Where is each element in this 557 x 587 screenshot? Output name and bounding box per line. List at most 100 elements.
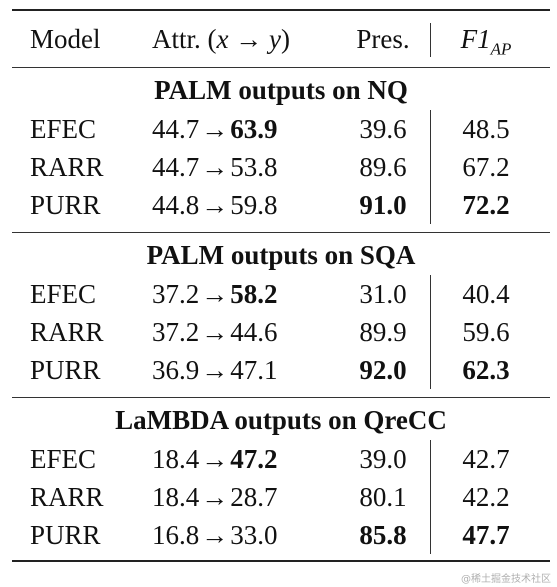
cell-attribution: 44.7→63.9: [152, 110, 278, 148]
cell-attribution: 44.8→59.8: [152, 186, 278, 224]
table-row: EFEC 37.2→58.2 31.0 40.4: [12, 275, 550, 313]
header-f1: F1AP: [444, 11, 528, 77]
table-row: RARR 18.4→28.7 80.1 42.2: [12, 478, 550, 516]
section-rule: [12, 232, 550, 233]
attr-to: 47.1: [230, 355, 277, 385]
attr-to: 28.7: [230, 482, 277, 512]
cell-f1: 48.5: [444, 110, 528, 148]
cell-f1: 42.2: [444, 478, 528, 516]
column-divider: [430, 275, 431, 313]
cell-preservation: 39.0: [352, 440, 414, 478]
header-attr-arrow: →: [235, 24, 262, 54]
cell-f1: 47.7: [444, 516, 528, 554]
header-attr-suffix: ): [281, 24, 290, 54]
table-row: EFEC 18.4→47.2 39.0 42.7: [12, 440, 550, 478]
table-row: EFEC 44.7→63.9 39.6 48.5: [12, 110, 550, 148]
section-rule: [12, 397, 550, 398]
arrow-icon: →: [201, 114, 228, 144]
cell-model: EFEC: [30, 440, 96, 478]
cell-f1: 59.6: [444, 313, 528, 351]
section-title: PALM outputs on SQA: [12, 235, 550, 275]
cell-model: RARR: [30, 313, 104, 351]
cell-f1: 72.2: [444, 186, 528, 224]
cell-preservation: 89.9: [352, 313, 414, 351]
arrow-icon: →: [201, 152, 228, 182]
cell-preservation: 92.0: [352, 351, 414, 389]
header-attr-x: x: [217, 24, 229, 54]
attr-from: 44.7: [152, 152, 199, 182]
attr-from: 36.9: [152, 355, 199, 385]
cell-model: PURR: [30, 351, 101, 389]
cell-preservation: 80.1: [352, 478, 414, 516]
attr-to: 47.2: [230, 444, 277, 474]
arrow-icon: →: [201, 520, 228, 550]
column-divider: [430, 440, 431, 478]
cell-preservation: 91.0: [352, 186, 414, 224]
column-divider: [430, 351, 431, 389]
cell-f1: 42.7: [444, 440, 528, 478]
arrow-icon: →: [201, 317, 228, 347]
cell-attribution: 36.9→47.1: [152, 351, 278, 389]
attr-from: 16.8: [152, 520, 199, 550]
header-f1-sub: AP: [491, 39, 512, 58]
cell-attribution: 18.4→47.2: [152, 440, 278, 478]
results-table: Model Attr. (x → y) Pres. F1AP PALM outp…: [12, 9, 550, 562]
section-title: PALM outputs on NQ: [12, 70, 550, 110]
header-preservation: Pres.: [352, 11, 414, 67]
cell-f1: 62.3: [444, 351, 528, 389]
attr-from: 37.2: [152, 317, 199, 347]
attr-from: 44.8: [152, 190, 199, 220]
arrow-icon: →: [201, 279, 228, 309]
table-header: Model Attr. (x → y) Pres. F1AP: [12, 11, 550, 67]
header-attr-y: y: [269, 24, 281, 54]
cell-model: RARR: [30, 478, 104, 516]
cell-model: EFEC: [30, 110, 96, 148]
header-f1-main: F1: [461, 24, 491, 54]
watermark: @稀土掘金技术社区: [461, 570, 551, 585]
table-row: RARR 44.7→53.8 89.6 67.2: [12, 148, 550, 186]
attr-to: 58.2: [230, 279, 277, 309]
cell-attribution: 44.7→53.8: [152, 148, 278, 186]
cell-attribution: 37.2→44.6: [152, 313, 278, 351]
column-divider: [430, 516, 431, 554]
attr-to: 44.6: [230, 317, 277, 347]
cell-preservation: 89.6: [352, 148, 414, 186]
attr-from: 37.2: [152, 279, 199, 309]
cell-preservation: 31.0: [352, 275, 414, 313]
attr-to: 33.0: [230, 520, 277, 550]
cell-f1: 40.4: [444, 275, 528, 313]
cell-attribution: 18.4→28.7: [152, 478, 278, 516]
arrow-icon: →: [201, 355, 228, 385]
column-divider: [430, 478, 431, 516]
cell-model: PURR: [30, 516, 101, 554]
cell-model: RARR: [30, 148, 104, 186]
section-title: LaMBDA outputs on QreCC: [12, 400, 550, 440]
cell-attribution: 16.8→33.0: [152, 516, 278, 554]
column-divider: [430, 186, 431, 224]
arrow-icon: →: [201, 444, 228, 474]
header-attribution: Attr. (x → y): [152, 11, 290, 67]
column-divider: [430, 313, 431, 351]
table-row: PURR 16.8→33.0 85.8 47.7: [12, 516, 550, 554]
attr-to: 53.8: [230, 152, 277, 182]
cell-model: EFEC: [30, 275, 96, 313]
attr-from: 18.4: [152, 444, 199, 474]
attr-to: 63.9: [230, 114, 277, 144]
column-divider: [430, 148, 431, 186]
table-body: PALM outputs on NQ EFEC 44.7→63.9 39.6 48.5 R…: [12, 70, 550, 562]
column-divider: [430, 110, 431, 148]
cell-f1: 67.2: [444, 148, 528, 186]
arrow-icon: →: [201, 190, 228, 220]
arrow-icon: →: [201, 482, 228, 512]
column-divider: [430, 23, 431, 57]
cell-attribution: 37.2→58.2: [152, 275, 278, 313]
cell-preservation: 85.8: [352, 516, 414, 554]
cell-preservation: 39.6: [352, 110, 414, 148]
attr-to: 59.8: [230, 190, 277, 220]
table-row: PURR 44.8→59.8 91.0 72.2: [12, 186, 550, 224]
attr-from: 18.4: [152, 482, 199, 512]
bottom-rule: [12, 560, 550, 562]
table-row: RARR 37.2→44.6 89.9 59.6: [12, 313, 550, 351]
table-row: PURR 36.9→47.1 92.0 62.3: [12, 351, 550, 389]
header-model: Model: [30, 11, 101, 67]
